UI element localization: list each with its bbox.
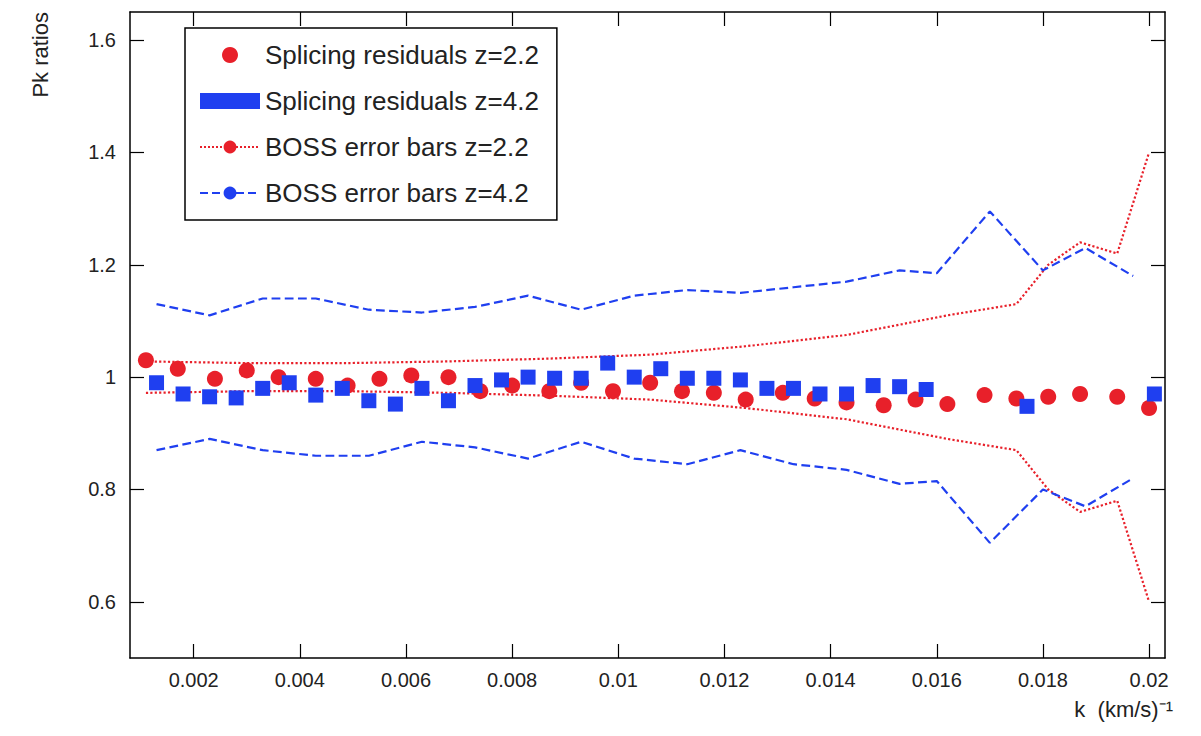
svg-text:0.018: 0.018 — [1018, 669, 1068, 691]
svg-text:1.6: 1.6 — [88, 29, 116, 51]
svg-text:0.6: 0.6 — [88, 591, 116, 613]
svg-text:0.016: 0.016 — [912, 669, 962, 691]
svg-text:0.014: 0.014 — [806, 669, 856, 691]
svg-text:0.8: 0.8 — [88, 478, 116, 500]
svg-text:Splicing residuals z=2.2: Splicing residuals z=2.2 — [265, 40, 539, 70]
svg-text:0.002: 0.002 — [169, 669, 219, 691]
svg-text:Pk ratios: Pk ratios — [28, 12, 53, 98]
svg-text:0.008: 0.008 — [487, 669, 537, 691]
svg-text:1: 1 — [105, 366, 116, 388]
svg-text:0.02: 0.02 — [1130, 669, 1169, 691]
svg-text:BOSS error bars z=2.2: BOSS error bars z=2.2 — [265, 132, 529, 162]
svg-text:Splicing residuals z=4.2: Splicing residuals z=4.2 — [265, 86, 539, 116]
svg-text:0.012: 0.012 — [699, 669, 749, 691]
svg-text:1.2: 1.2 — [88, 254, 116, 276]
svg-text:0.01: 0.01 — [599, 669, 638, 691]
svg-text:1.4: 1.4 — [88, 141, 116, 163]
svg-text:0.006: 0.006 — [381, 669, 431, 691]
svg-text:0.004: 0.004 — [275, 669, 325, 691]
svg-text:BOSS error bars z=4.2: BOSS error bars z=4.2 — [265, 178, 529, 208]
svg-text:k (km/s)⁻¹: k (km/s)⁻¹ — [1074, 697, 1173, 722]
